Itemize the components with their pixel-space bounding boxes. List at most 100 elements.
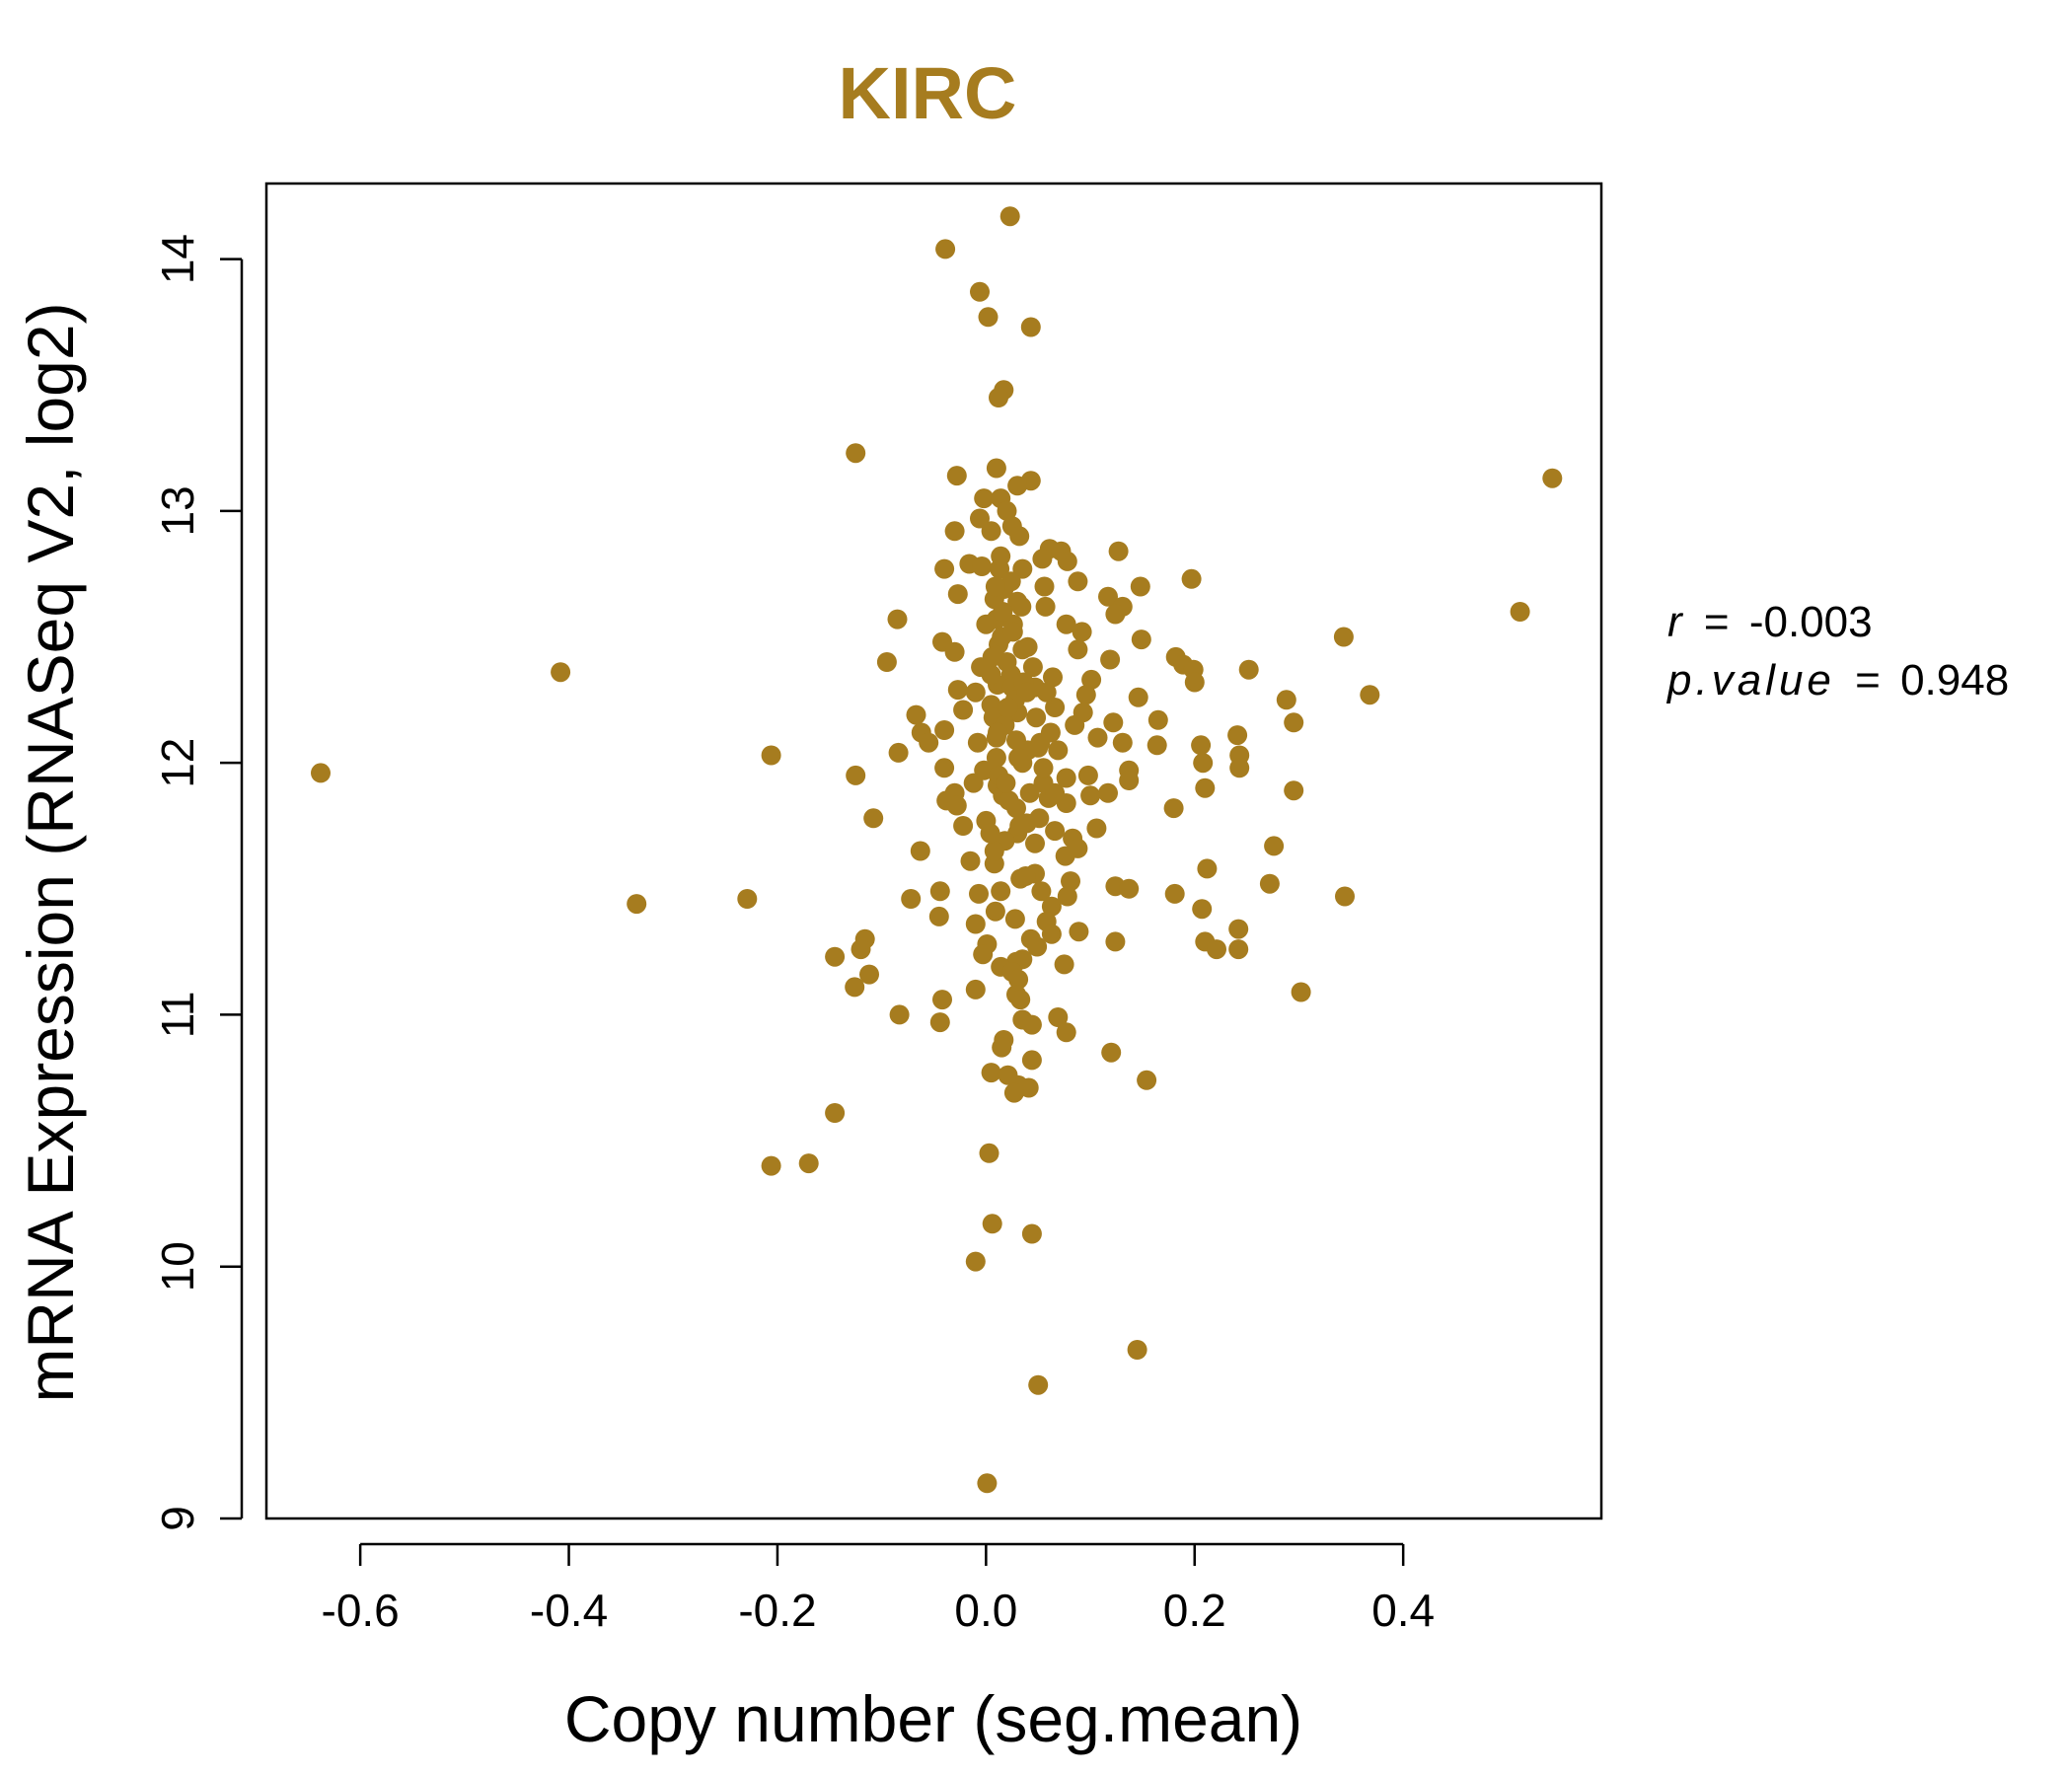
y-tick-label-1: 10 [152, 1241, 203, 1292]
data-point-203 [1003, 1082, 1024, 1103]
data-point-211 [1127, 1340, 1147, 1360]
data-point-230 [993, 602, 1013, 622]
data-point-32 [1068, 571, 1088, 592]
data-point-231 [1002, 622, 1023, 642]
data-point-241 [1026, 707, 1047, 728]
data-point-1 [935, 239, 956, 259]
data-point-86 [1227, 725, 1248, 746]
data-point-90 [1112, 732, 1133, 753]
data-point-84 [934, 720, 955, 740]
data-point-141 [1259, 873, 1280, 894]
y-axis: 9 10 11 12 13 14 [152, 234, 244, 1531]
data-point-135 [960, 851, 981, 871]
data-point-73 [1276, 690, 1296, 710]
data-point-254 [1016, 682, 1037, 703]
data-point-114 [1098, 782, 1118, 803]
y-tick-label-3: 12 [152, 738, 203, 788]
data-point-186 [1010, 990, 1031, 1010]
data-point-46 [1056, 614, 1076, 634]
data-point-247 [965, 682, 986, 703]
data-point-209 [1021, 1223, 1042, 1244]
data-point-195 [992, 1037, 1012, 1058]
data-point-213 [977, 1473, 998, 1494]
data-point-29 [1012, 558, 1033, 579]
data-point-191 [929, 1012, 950, 1033]
data-point-259 [1045, 782, 1066, 803]
data-point-4 [1020, 317, 1041, 337]
data-point-71 [1075, 685, 1096, 705]
data-point-122 [863, 808, 884, 829]
data-point-182 [845, 977, 865, 998]
data-point-181 [1008, 969, 1029, 990]
data-point-255 [1025, 833, 1045, 853]
data-point-94 [1048, 740, 1069, 761]
data-point-80 [1147, 709, 1168, 730]
data-point-167 [1105, 931, 1126, 952]
data-point-102 [1229, 758, 1250, 778]
data-point-207 [761, 1155, 781, 1176]
data-point-54 [1068, 639, 1088, 660]
data-point-24 [1032, 549, 1053, 569]
data-point-245 [976, 614, 997, 634]
data-point-148 [1164, 883, 1185, 904]
data-point-174 [825, 946, 846, 967]
data-point-188 [889, 1004, 910, 1025]
data-point-18 [944, 521, 965, 542]
data-point-107 [1056, 768, 1076, 788]
data-point-210 [965, 1251, 986, 1272]
data-point-69 [947, 680, 968, 701]
data-point-81 [1284, 712, 1304, 733]
data-point-83 [1065, 714, 1085, 735]
data-point-33 [1034, 576, 1055, 597]
data-point-7 [846, 443, 866, 464]
data-point-108 [1119, 771, 1140, 790]
data-point-111 [1195, 777, 1216, 798]
data-point-57 [1100, 649, 1121, 670]
data-point-237 [996, 773, 1016, 793]
data-point-106 [1077, 765, 1098, 785]
data-point-234 [998, 698, 1018, 717]
data-point-40 [1035, 596, 1056, 617]
data-point-95 [888, 742, 909, 763]
data-point-187 [932, 990, 952, 1010]
data-point-3 [978, 307, 999, 328]
data-point-49 [1333, 627, 1354, 647]
data-point-253 [985, 576, 1005, 597]
data-point-120 [946, 795, 967, 816]
data-point-112 [1284, 780, 1304, 801]
data-point-244 [1019, 782, 1040, 803]
x-tick-label-3: 0.0 [954, 1585, 1017, 1636]
data-point-156 [985, 901, 1005, 922]
data-point-137 [1197, 858, 1218, 879]
data-point-200 [1137, 1070, 1157, 1090]
y-tick-label-4: 13 [152, 485, 203, 536]
data-point-152 [737, 889, 758, 909]
data-point-10 [946, 466, 967, 486]
stats-annotation: r = -0.003 p.value = 0.948 [1665, 598, 2009, 704]
data-point-126 [1086, 818, 1107, 839]
x-axis-label: Copy number (seg.mean) [564, 1682, 1302, 1755]
data-point-180 [859, 964, 879, 985]
data-point-30 [934, 558, 955, 579]
data-point-140 [1061, 871, 1080, 892]
data-point-155 [1192, 899, 1213, 920]
data-point-36 [947, 584, 968, 605]
data-point-257 [1036, 682, 1057, 703]
data-point-65 [1081, 669, 1102, 690]
data-point-13 [974, 488, 995, 509]
data-point-27 [972, 556, 993, 576]
data-point-42 [1105, 604, 1126, 625]
data-point-143 [1119, 878, 1140, 899]
plot-frame [264, 182, 1603, 1520]
data-point-150 [1057, 886, 1077, 907]
data-point-50 [1131, 629, 1151, 650]
data-point-204 [825, 1103, 846, 1123]
x-axis: -0.6 -0.4 -0.2 0.0 0.2 0.4 [322, 1542, 1435, 1636]
data-point-238 [1006, 798, 1026, 819]
data-point-145 [929, 881, 950, 902]
y-tick-label-5: 14 [152, 234, 203, 284]
data-point-162 [1069, 922, 1089, 942]
points-layer [311, 206, 1563, 1494]
data-point-43 [1510, 602, 1530, 622]
data-point-121 [1163, 798, 1184, 819]
